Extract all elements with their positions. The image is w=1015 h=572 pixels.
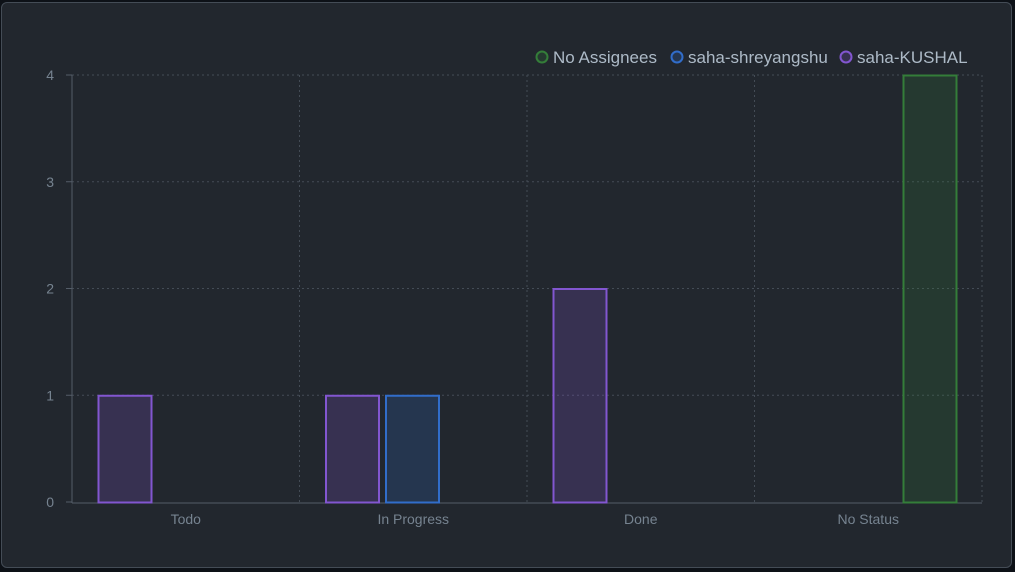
bar-saha-shreyangshu-in-progress	[385, 394, 440, 504]
bar-saha-kushal-done	[552, 288, 608, 504]
y-tick-label: 3	[46, 174, 54, 190]
legend-swatch[interactable]	[535, 50, 549, 64]
legend-label[interactable]: saha-KUSHAL	[857, 48, 968, 67]
bar-saha-kushal-in-progress	[325, 394, 380, 504]
x-tick-label: Done	[624, 511, 658, 527]
x-tick-label: In Progress	[377, 511, 449, 527]
y-tick-label: 0	[46, 494, 54, 510]
y-tick-label: 2	[46, 281, 54, 297]
bar-no-assignees-no-status	[902, 74, 958, 504]
x-tick-label: Todo	[171, 511, 202, 527]
legend-swatch[interactable]	[670, 50, 684, 64]
legend-swatch[interactable]	[839, 50, 853, 64]
y-tick-label: 1	[46, 387, 54, 403]
y-tick-label: 4	[46, 67, 54, 83]
legend-label[interactable]: saha-shreyangshu	[688, 48, 828, 67]
bar-saha-kushal-todo	[97, 394, 153, 504]
legend-label[interactable]: No Assignees	[553, 48, 657, 67]
x-tick-label: No Status	[838, 511, 899, 527]
